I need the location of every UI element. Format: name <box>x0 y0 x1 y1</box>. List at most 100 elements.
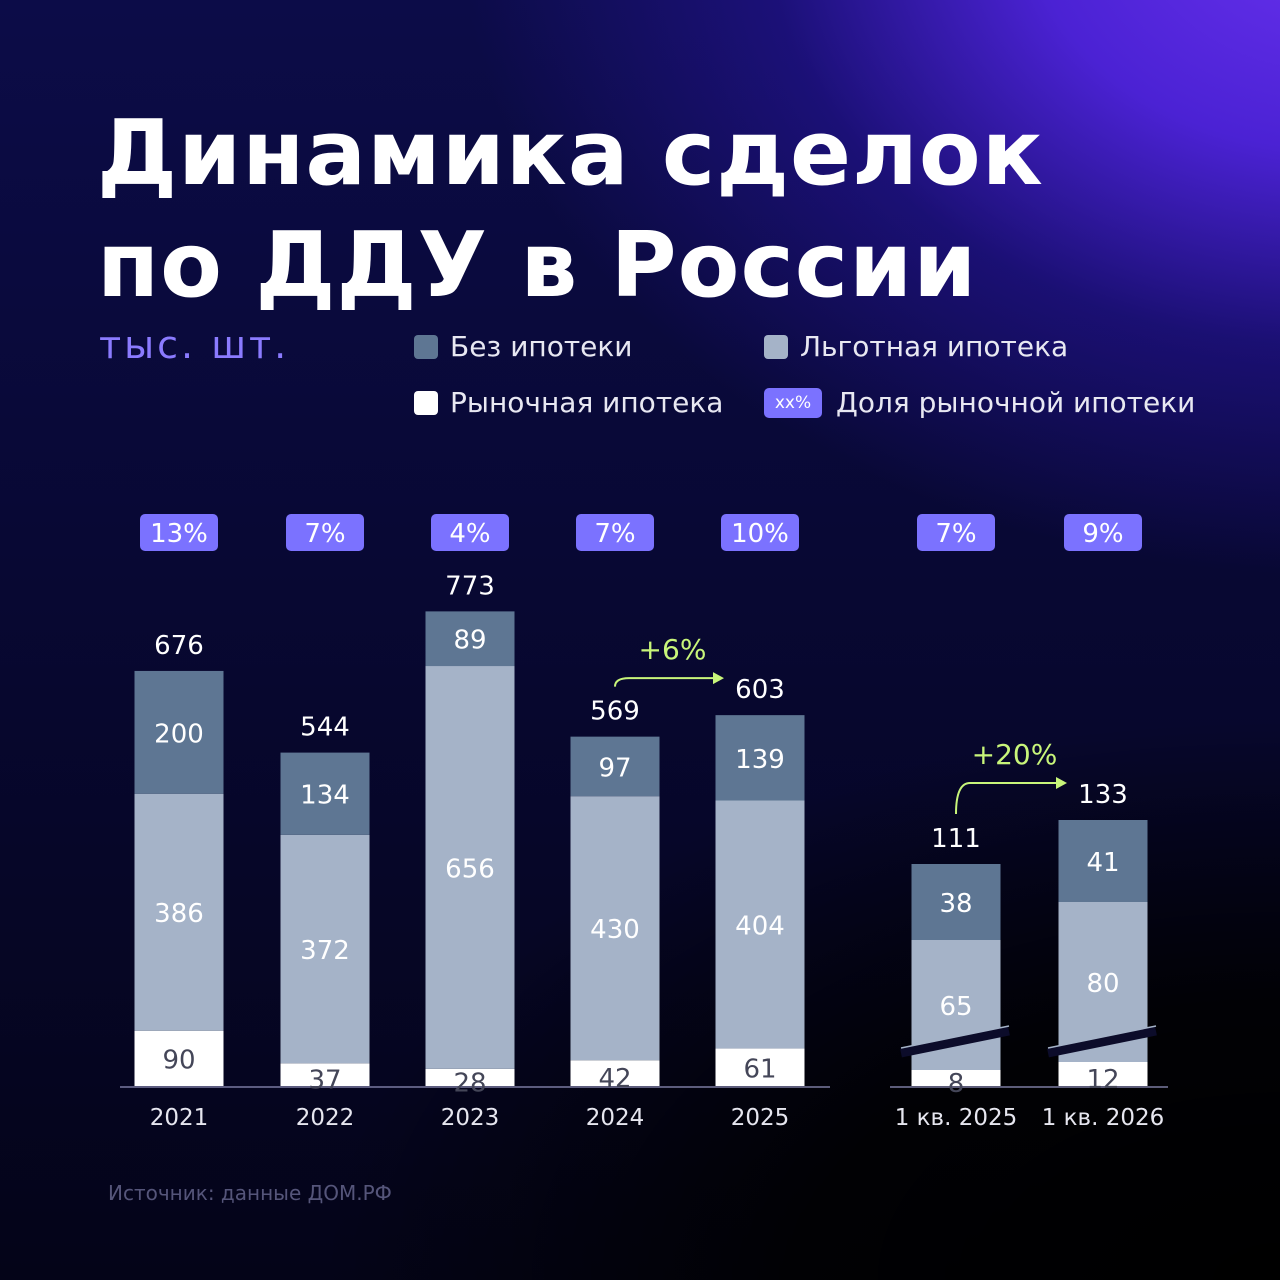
growth-arrow-line <box>614 677 714 687</box>
market-share-label: 7% <box>935 519 976 549</box>
segment-value-label: 80 <box>1086 969 1119 999</box>
bar-segment-market <box>570 1060 660 1086</box>
segment-value-label: 139 <box>735 745 785 775</box>
growth-annotation: +20% <box>955 738 1067 815</box>
segment-value-label: 65 <box>939 992 972 1022</box>
market-share-badge: 9% <box>1064 514 1142 551</box>
market-share-badge: 13% <box>140 514 218 551</box>
total-value-label: 544 <box>300 713 350 743</box>
bar-segment-preferential <box>280 834 370 1064</box>
total-value-label: 133 <box>1078 780 1128 810</box>
segment-value-label: 89 <box>453 626 486 656</box>
legend-label-preferential: Льготная ипотека <box>800 330 1069 363</box>
x-tick-label: 1 кв. 2026 <box>1042 1105 1165 1131</box>
x-tick-label: 2023 <box>441 1105 500 1131</box>
market-share-badge-bg <box>1064 514 1142 551</box>
total-value-label: 569 <box>590 697 640 727</box>
market-share-badge: 7% <box>917 514 995 551</box>
bar-segment-preferential <box>570 796 660 1061</box>
market-share-badge: 10% <box>721 514 799 551</box>
segment-value-label: 372 <box>300 936 350 966</box>
bar-segment-no-mortgage <box>425 611 515 667</box>
bar-segment-preferential <box>134 793 224 1031</box>
bar-segment-no-mortgage <box>1058 820 1148 902</box>
bar-segment-no-mortgage <box>715 715 805 801</box>
axis-break-mark <box>900 1025 1010 1058</box>
axis-break-mark <box>1047 1025 1157 1058</box>
segment-value-label: 8 <box>948 1069 965 1099</box>
growth-arrow-line <box>955 782 1057 815</box>
market-share-badge: 4% <box>431 514 509 551</box>
legend-label-share: Доля рыночной ипотеки <box>836 386 1196 419</box>
chart-axes: 2021 2022 2023 2024 2025 1 кв. 2025 1 кв. 2026 <box>120 1086 1168 1131</box>
market-share-label: 9% <box>1082 519 1123 549</box>
x-tick-label: 2021 <box>150 1105 209 1131</box>
market-share-badge-bg <box>431 514 509 551</box>
legend-item-market: Рыночная ипотека <box>414 386 723 419</box>
legend-swatch-market <box>414 390 438 415</box>
legend-label-market: Рыночная ипотека <box>450 386 724 419</box>
bar-segment-market <box>911 1070 1001 1086</box>
x-tick-label: 2025 <box>731 1105 790 1131</box>
axis-break-gap <box>900 1026 1010 1058</box>
segment-value-label: 61 <box>743 1054 776 1084</box>
segment-value-label: 97 <box>598 753 631 783</box>
total-value-label: 603 <box>735 675 785 705</box>
segment-value-label: 12 <box>1086 1065 1119 1095</box>
market-share-label: 7% <box>304 519 345 549</box>
segment-value-label: 200 <box>154 719 204 749</box>
bar-segment-no-mortgage <box>280 752 370 835</box>
market-share-label: 7% <box>594 519 635 549</box>
total-value-label: 111 <box>931 824 981 854</box>
market-share-badge-bg <box>576 514 654 551</box>
axis-break-edge <box>1047 1025 1157 1049</box>
market-share-badge-bg <box>140 514 218 551</box>
segment-value-label: 28 <box>453 1068 486 1098</box>
x-tick-label: 1 кв. 2025 <box>895 1105 1018 1131</box>
bar-segment-market <box>1058 1062 1148 1086</box>
axis-break-gap <box>1047 1026 1157 1058</box>
bar-segment-market <box>134 1030 224 1086</box>
total-value-label: 773 <box>445 571 495 601</box>
segment-value-label: 656 <box>445 854 495 884</box>
title-line-1: Динамика сделок <box>97 101 1044 206</box>
legend-swatch-no-mortgage <box>414 334 438 359</box>
chart-bars: 90 386 200 37 372 134 28 656 89 42 430 97 61 404 139 8 6… <box>134 611 1157 1099</box>
segment-value-label: 42 <box>598 1064 631 1094</box>
legend-item-no-mortgage: Без ипотеки <box>414 330 633 363</box>
segment-value-label: 37 <box>308 1066 341 1096</box>
bar-segment-no-mortgage <box>911 864 1001 940</box>
growth-label: +6% <box>639 633 707 666</box>
legend-item-share: xx% Доля рыночной ипотеки <box>764 386 1195 419</box>
bar-segment-market <box>280 1063 370 1086</box>
market-share-badge-bg <box>721 514 799 551</box>
chart-title: Динамика сделок по ДДУ в России <box>97 98 1044 322</box>
market-share-label: 10% <box>731 519 789 549</box>
market-share-badge-bg <box>286 514 364 551</box>
market-share-badge: 7% <box>576 514 654 551</box>
bar-segment-market <box>425 1068 515 1086</box>
segment-value-label: 430 <box>590 915 640 945</box>
bar-segment-market <box>715 1048 805 1086</box>
legend-label-no-mortgage: Без ипотеки <box>450 330 633 363</box>
source-note: Источник: данные ДОМ.РФ <box>108 1181 392 1205</box>
bar-segment-no-mortgage <box>570 736 660 797</box>
x-tick-label: 2022 <box>296 1105 355 1131</box>
segment-value-label: 90 <box>162 1045 195 1075</box>
title-line-2: по ДДУ в России <box>97 213 978 318</box>
growth-arrow-head <box>713 672 724 685</box>
market-share-badge: 7% <box>286 514 364 551</box>
segment-value-label: 41 <box>1086 848 1119 878</box>
segment-value-label: 404 <box>735 912 785 942</box>
chart-annotations: 676 13% 544 7% 773 4% 569 7% 603 10% 111 7% 133 9% +6%… <box>140 514 1142 854</box>
bar-segment-preferential <box>715 800 805 1049</box>
growth-label: +20% <box>972 738 1058 771</box>
bar-segment-no-mortgage <box>134 670 224 794</box>
segment-value-label: 38 <box>939 889 972 919</box>
unit-label: тыс. шт. <box>99 323 290 367</box>
growth-arrow-head <box>1056 777 1067 789</box>
growth-annotation: +6% <box>614 633 724 687</box>
legend-item-preferential: Льготная ипотека <box>764 330 1068 363</box>
segment-value-label: 134 <box>300 781 350 811</box>
